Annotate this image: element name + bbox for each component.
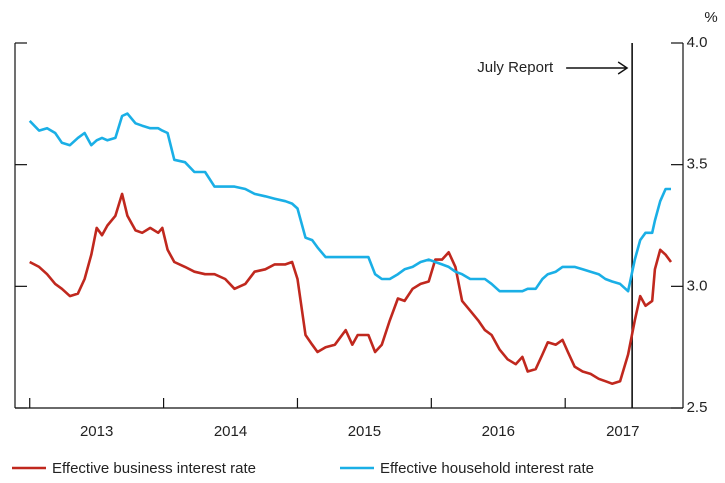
x-tick-label: 2014 xyxy=(214,423,247,440)
y-unit-label: % xyxy=(704,9,717,26)
y-tick-label: 3.5 xyxy=(687,156,708,173)
y-tick-label: 4.0 xyxy=(687,34,708,51)
x-tick-label: 2013 xyxy=(80,423,113,440)
y-tick-label: 3.0 xyxy=(687,277,708,294)
series-line xyxy=(29,192,673,385)
x-tick-label: 2015 xyxy=(348,423,381,440)
annotation-text: July Report xyxy=(477,59,554,76)
y-tick-label: 2.5 xyxy=(687,399,708,416)
legend-label: Effective household interest rate xyxy=(380,460,594,477)
annotation-arrow xyxy=(566,61,629,75)
x-tick-label: 2016 xyxy=(482,423,515,440)
series-line xyxy=(28,112,671,293)
legend-label: Effective business interest rate xyxy=(52,460,256,477)
x-tick-label: 2017 xyxy=(606,423,639,440)
